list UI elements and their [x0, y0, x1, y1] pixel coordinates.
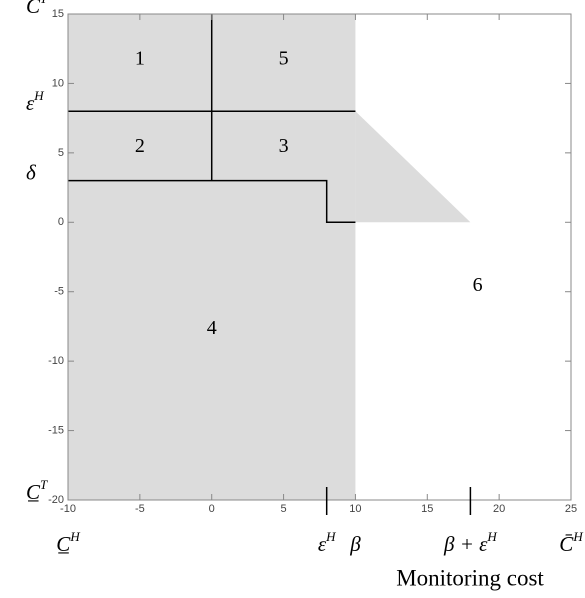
math-superscript: H [572, 529, 583, 544]
math-text: β [349, 532, 361, 556]
region-label: 4 [207, 317, 217, 339]
math-superscript: H [33, 88, 44, 103]
shaded-region [68, 14, 356, 500]
math-label: δ [26, 160, 37, 184]
x-tick-label: 20 [493, 503, 505, 515]
math-text: C̄ [559, 532, 574, 556]
math-label: C̄T [26, 0, 48, 18]
region-label: 3 [279, 135, 289, 157]
math-label: εH [26, 88, 44, 115]
math-label: β + εH [443, 529, 497, 556]
math-text: ε [318, 532, 327, 556]
math-label: C̲T [26, 477, 48, 504]
shaded-region [355, 111, 471, 223]
math-text: C̲ [26, 480, 41, 504]
math-label: β [349, 532, 361, 556]
y-tick-label: 5 [58, 147, 64, 159]
region-label: 5 [279, 47, 289, 69]
math-label: C̲H [56, 529, 80, 556]
math-text: δ [26, 160, 37, 184]
math-text: C̄ [26, 0, 41, 18]
math-superscript: H [486, 529, 497, 544]
math-label: C̄H [559, 529, 583, 556]
x-axis-label: Monitoring cost [396, 565, 544, 590]
plot-frame [67, 13, 572, 501]
region-label: 6 [473, 274, 483, 296]
math-superscript: T [40, 477, 48, 492]
math-text: β + ε [443, 532, 488, 556]
x-tick-label: 5 [281, 503, 287, 515]
math-superscript: H [69, 529, 80, 544]
y-tick-label: -20 [48, 494, 64, 506]
x-tick-label: -10 [60, 503, 76, 515]
math-label: εH [318, 529, 336, 556]
y-tick-label: -5 [54, 286, 64, 298]
math-text: ε [26, 91, 35, 115]
y-tick-label: 0 [58, 216, 64, 228]
y-tick-label: -15 [48, 424, 64, 436]
math-superscript: H [325, 529, 336, 544]
x-tick-label: 15 [421, 503, 433, 515]
x-tick-label: 10 [349, 503, 361, 515]
x-tick-label: -5 [135, 503, 145, 515]
region-label: 2 [135, 135, 145, 157]
y-tick-label: -10 [48, 355, 64, 367]
x-tick-label: 0 [209, 503, 215, 515]
math-superscript: T [40, 0, 48, 6]
y-tick-label: 15 [52, 8, 64, 20]
boundary-line [68, 179, 356, 224]
math-text: C̲ [56, 532, 71, 556]
region-label: 1 [135, 47, 145, 69]
y-tick-label: 10 [52, 77, 64, 89]
x-tick-label: 25 [565, 503, 577, 515]
